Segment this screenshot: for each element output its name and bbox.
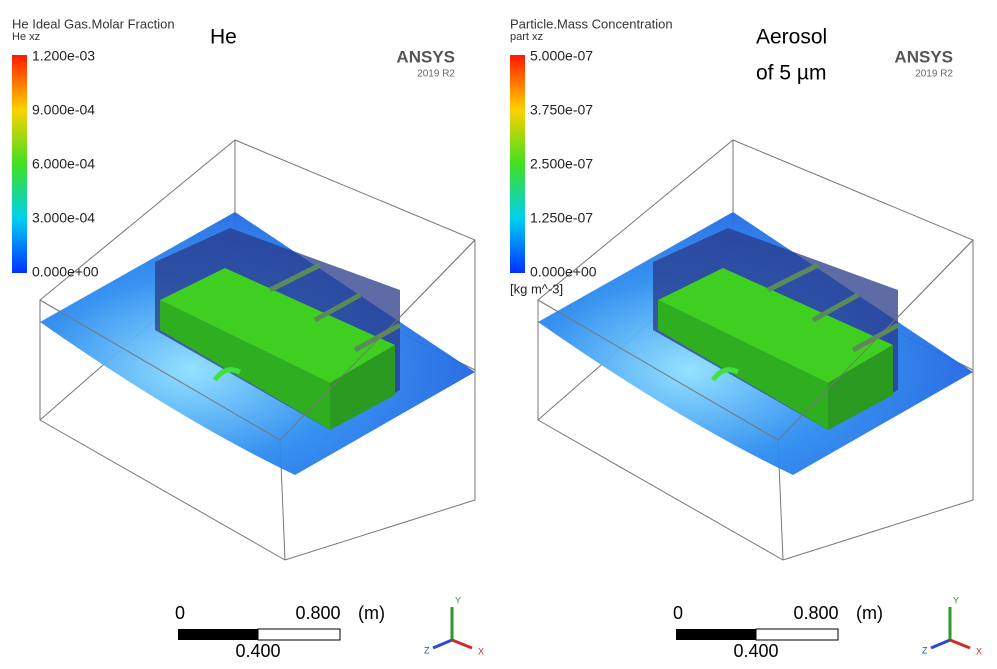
- annotation: Aerosol: [756, 26, 827, 49]
- block-top: [658, 268, 893, 383]
- colorbar-label: 1.200e-03: [32, 48, 95, 64]
- axis-z: [432, 638, 453, 650]
- scale-black: [178, 629, 258, 640]
- block-front: [828, 345, 893, 430]
- scale-black: [676, 629, 756, 640]
- annotation: He: [210, 26, 237, 49]
- block-front: [330, 345, 395, 430]
- colorbar-label: 5.000e-07: [530, 48, 593, 64]
- panel: 1.200e-03 9.000e-04 6.000e-04 3.000e-04 0.00…: [12, 16, 484, 661]
- scale-unit: (m): [856, 603, 883, 623]
- plume: [212, 367, 242, 382]
- colorbar-label: 3.750e-07: [530, 102, 593, 118]
- axis-z: [930, 638, 951, 650]
- pipe: [766, 262, 820, 293]
- unit-label: [kg m^-3]: [510, 281, 563, 296]
- axis-label-y: Y: [455, 595, 461, 605]
- panel: 5.000e-07 3.750e-07 2.500e-07 1.250e-07 0.00…: [510, 16, 982, 661]
- scale-middle: 0.400: [733, 641, 778, 661]
- pipe: [313, 292, 362, 323]
- scale-unit: (m): [358, 603, 385, 623]
- colorbar-label: 0.000e+00: [32, 264, 99, 280]
- scale-middle: 0.400: [235, 641, 280, 661]
- pipe: [811, 292, 860, 323]
- legend-subtitle: part xz: [510, 31, 543, 43]
- axis-label-x: X: [478, 646, 484, 656]
- axis-label-z: Z: [922, 645, 928, 655]
- legend-title: He Ideal Gas.Molar Fraction: [12, 16, 175, 31]
- logo: ANSYS: [894, 47, 953, 66]
- axis-x: [451, 638, 473, 650]
- annotation: of 5 µm: [756, 62, 826, 85]
- plume: [710, 367, 740, 382]
- colorbar-label: 9.000e-04: [32, 102, 95, 118]
- colorbar-label: 1.250e-07: [530, 210, 593, 226]
- scale-end: 0.800: [793, 603, 838, 623]
- pipe: [353, 322, 402, 353]
- version: 2019 R2: [417, 69, 455, 80]
- scale-start: 0: [673, 603, 683, 623]
- axis-x: [949, 638, 971, 650]
- axis-label-z: Z: [424, 645, 430, 655]
- scale-end: 0.800: [295, 603, 340, 623]
- legend-subtitle: He xz: [12, 31, 40, 43]
- pipe: [268, 262, 322, 293]
- domain-box-front: [537, 239, 974, 441]
- scale-white: [257, 628, 341, 641]
- block-side: [658, 300, 828, 430]
- colorbar-label: 2.500e-07: [530, 156, 593, 172]
- block-side: [160, 300, 330, 430]
- domain-box-front: [39, 239, 476, 441]
- pipe: [851, 322, 900, 353]
- version: 2019 R2: [915, 69, 953, 80]
- colorbar-label: 0.000e+00: [530, 264, 597, 280]
- logo: ANSYS: [396, 47, 455, 66]
- legend-title: Particle.Mass Concentration: [510, 16, 673, 31]
- colorbar: [12, 55, 27, 273]
- axis-label-x: X: [976, 646, 982, 656]
- colorbar-label: 3.000e-04: [32, 210, 95, 226]
- axis-label-y: Y: [953, 595, 959, 605]
- scale-white: [755, 628, 839, 641]
- colorbar-label: 6.000e-04: [32, 156, 95, 172]
- block-top: [160, 268, 395, 383]
- scale-start: 0: [175, 603, 185, 623]
- colorbar: [510, 55, 525, 273]
